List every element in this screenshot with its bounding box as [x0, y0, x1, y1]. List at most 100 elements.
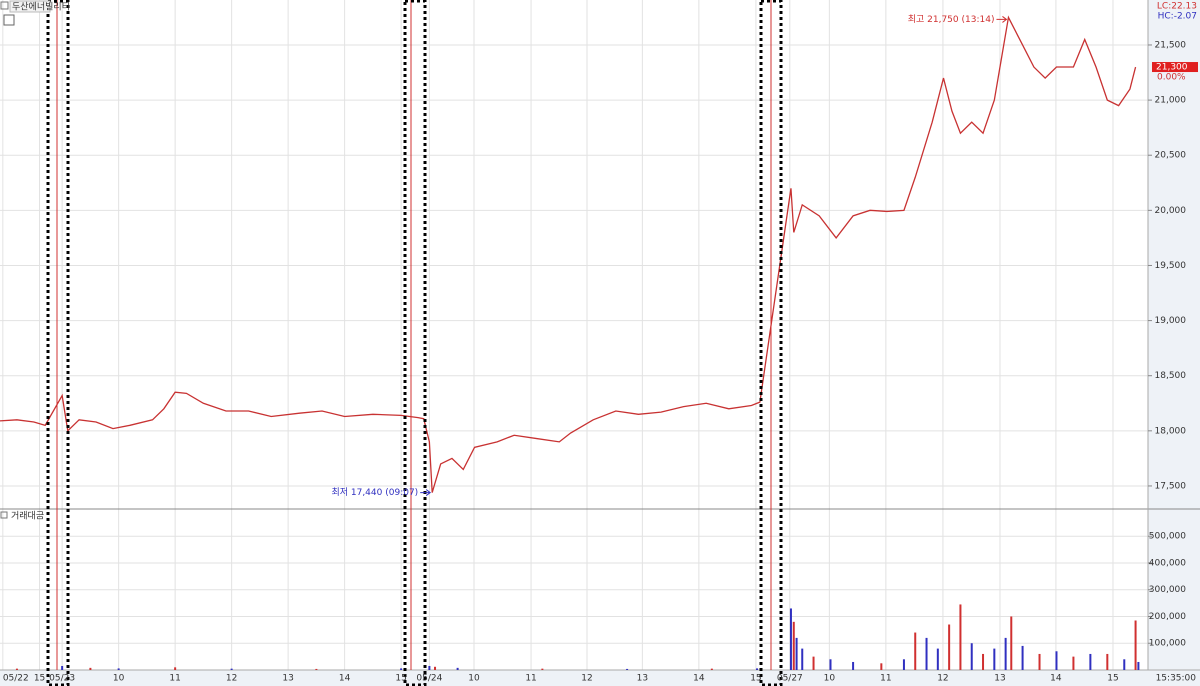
volume-bar: [852, 661, 855, 670]
volume-bar: [1021, 645, 1024, 670]
volume-bar: [792, 621, 795, 670]
x-tick-label: 13: [282, 674, 293, 684]
y-tick-label: 500,000: [1149, 532, 1186, 542]
x-tick-label: 12: [937, 674, 948, 684]
volume-bar: [1089, 653, 1092, 670]
volume-bar: [315, 668, 318, 670]
y-tick-label: 400,000: [1149, 558, 1186, 568]
y-tick-label: 19,500: [1155, 261, 1187, 271]
y-tick-label: 300,000: [1149, 585, 1186, 595]
volume-bar: [812, 656, 815, 670]
highlight-box: [403, 0, 427, 686]
volume-bar: [626, 668, 629, 670]
volume-bar: [1004, 637, 1007, 670]
x-tick-label: 12: [226, 674, 237, 684]
volume-bar: [541, 668, 544, 670]
y-tick-label: 18,000: [1155, 426, 1187, 436]
highlight-box: [759, 0, 783, 686]
low-arrow: [420, 489, 432, 496]
volume-bar: [936, 648, 939, 670]
panel-icon[interactable]: [0, 1, 9, 10]
volume-bar: [61, 665, 64, 670]
x-tick-label: 15: [34, 674, 45, 684]
price-line: [0, 15, 1137, 493]
x-tick-label: 11: [169, 674, 180, 684]
x-tick-label: 15: [395, 674, 406, 684]
volume-bar: [117, 668, 120, 670]
x-axis-background: [0, 670, 1200, 686]
x-tick-label: 10: [468, 674, 480, 684]
volume-bar: [15, 668, 18, 670]
volume-bar: [948, 624, 951, 670]
volume-bar: [400, 668, 403, 670]
volume-bar: [902, 659, 905, 670]
panel-icon[interactable]: [0, 511, 8, 519]
x-tick-label: 05/23: [49, 674, 75, 684]
x-tick-label: 11: [525, 674, 536, 684]
volume-bar: [89, 667, 92, 670]
volume-bar: [1010, 616, 1013, 670]
highlight-box: [46, 0, 70, 686]
volume-bar: [1137, 661, 1140, 670]
grid: [0, 0, 1148, 670]
y-tick-label: 200,000: [1149, 612, 1186, 622]
lc-label: LC:22.13: [1157, 2, 1197, 12]
volume-bar: [1038, 653, 1041, 670]
x-tick-label: 13: [637, 674, 648, 684]
volume-bar: [1123, 659, 1126, 670]
volume-bar: [925, 637, 928, 670]
high-annotation: 최고 21,750 (13:14): [908, 14, 995, 25]
volume-bar: [1072, 656, 1075, 670]
volume-bar: [1055, 651, 1058, 670]
volume-bar: [434, 666, 437, 670]
volume-bar: [914, 632, 917, 670]
hc-label: HC:-2.07: [1158, 12, 1197, 22]
y-tick-label: 20,000: [1155, 206, 1187, 216]
volume-bar: [428, 665, 431, 670]
x-tick-label: 12: [581, 674, 592, 684]
title-box: [9, 0, 51, 13]
volume-bar: [970, 643, 973, 670]
x-tick-label: 05/24: [416, 674, 442, 684]
y-tick-label: 100,000: [1149, 639, 1186, 649]
volume-bar: [801, 648, 804, 670]
marks: [0, 15, 1140, 670]
volume-bar: [789, 608, 792, 670]
chart-title: 두산에너빌리티: [12, 2, 70, 13]
axis-background: [1148, 0, 1200, 686]
low-annotation: 최저 17,440 (09:07): [331, 487, 418, 498]
volume-bar: [795, 637, 798, 670]
x-tick-label: 14: [1050, 674, 1062, 684]
x-tick-label: 13: [994, 674, 1005, 684]
volume-bar: [756, 668, 759, 670]
high-arrow: [996, 16, 1008, 23]
y-tick-label: 19,000: [1155, 316, 1187, 326]
current-price: 21,300: [1156, 63, 1188, 73]
x-tick-label: 11: [880, 674, 891, 684]
volume-bar: [456, 667, 459, 670]
x-tick-label: 14: [693, 674, 705, 684]
volume-bar: [230, 668, 233, 670]
volume-bar: [710, 668, 713, 670]
volume-title: 거래대금: [11, 511, 44, 522]
x-tick-label: 14: [339, 674, 351, 684]
y-tick-label: 21,000: [1155, 96, 1187, 106]
change-label: 0.00%: [1157, 73, 1186, 83]
y-tick-label: 17,500: [1155, 481, 1187, 491]
volume-bar: [880, 663, 883, 670]
x-tick-label: 15: [1107, 674, 1118, 684]
x-tick-label: 10: [113, 674, 125, 684]
x-tick-label: 05/27: [777, 674, 803, 684]
volume-bar: [982, 653, 985, 670]
x-tick-label: 10: [824, 674, 836, 684]
table-icon[interactable]: [3, 14, 15, 26]
volume-bar: [1134, 620, 1137, 670]
y-tick-label: 21,500: [1155, 40, 1187, 50]
volume-bar: [174, 667, 177, 670]
time-label: 15:35:00: [1156, 674, 1197, 684]
current-price-box: [1152, 62, 1198, 73]
y-tick-label: 18,500: [1155, 371, 1187, 381]
volume-bar: [829, 659, 832, 670]
volume-bar: [1106, 653, 1109, 670]
